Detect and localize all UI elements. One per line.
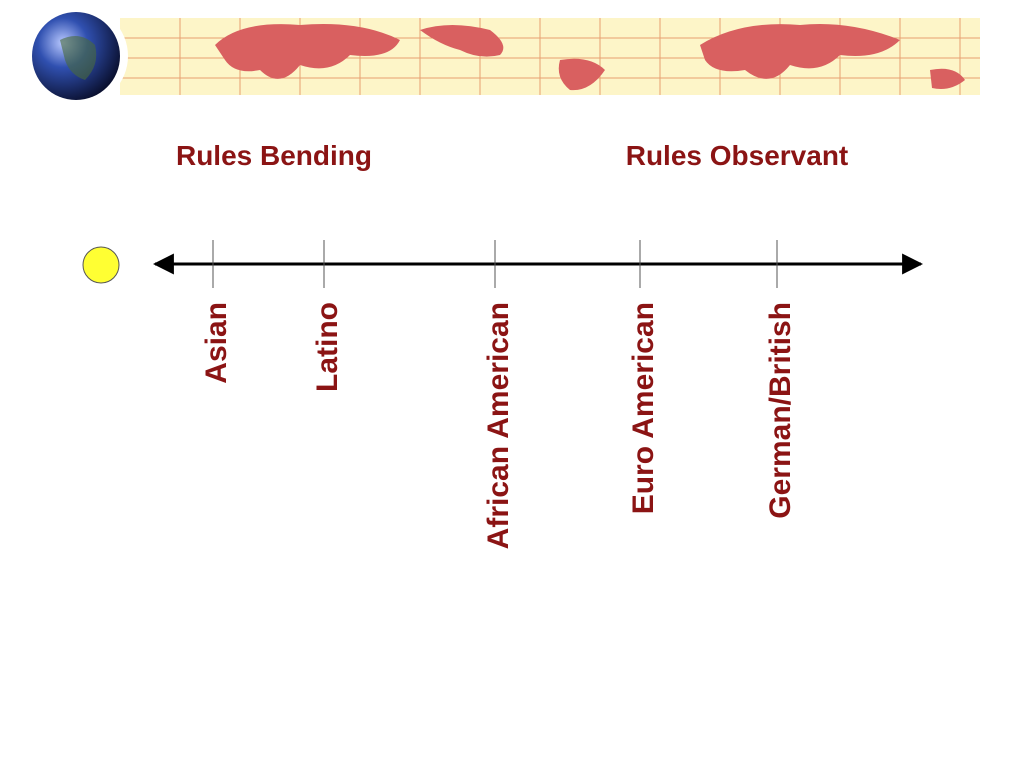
marker-dot (82, 246, 120, 284)
group-label: German/British (764, 302, 797, 519)
group-label: Latino (311, 302, 344, 392)
group-label: Euro American (627, 302, 660, 514)
group-labels: Asian Latino African American Euro American… (200, 240, 797, 549)
header-banner (28, 6, 980, 106)
group-label: Asian (200, 302, 233, 384)
group-label: African American (482, 302, 515, 549)
right-label: Rules Observant (626, 140, 849, 171)
left-label: Rules Bending (176, 140, 372, 171)
